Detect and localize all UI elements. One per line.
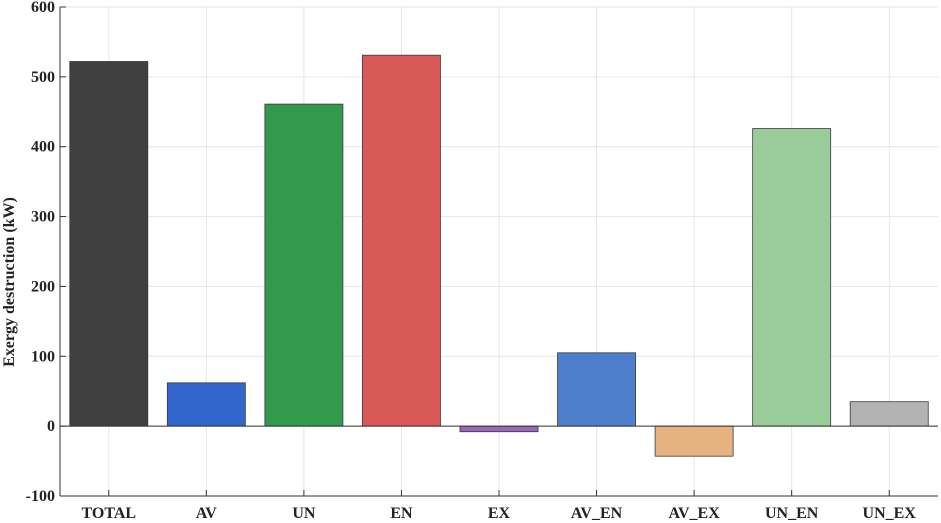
- y-tick-label: 600: [31, 0, 55, 16]
- bar-av-en: [557, 352, 636, 427]
- bar-un-en: [752, 128, 832, 427]
- bar-en: [362, 54, 441, 427]
- y-tick-label: 0: [47, 418, 55, 435]
- bar-ex: [459, 425, 539, 433]
- bar-total: [69, 61, 149, 427]
- x-tick-label: UN: [292, 505, 316, 522]
- y-tick-label: 200: [31, 278, 55, 295]
- bar-av-ex: [654, 425, 734, 457]
- x-tick-label: AV_EN: [571, 505, 623, 522]
- y-tick-label: 300: [31, 209, 55, 226]
- x-tick-label: EX: [488, 505, 511, 522]
- y-tick-label: 500: [31, 69, 55, 86]
- bar-av: [166, 382, 246, 427]
- y-axis-title: Exergy destruction (kW): [1, 197, 18, 367]
- x-tick-label: TOTAL: [82, 505, 137, 522]
- x-tick-labels: TOTAL AV UN EN EX AV_EN AV_EX UN_EN UN_EX: [82, 505, 917, 522]
- bar-un-ex: [849, 401, 929, 427]
- axes: [59, 6, 938, 497]
- x-tick-label: UN_EN: [765, 505, 819, 522]
- bars: [69, 54, 929, 457]
- x-tick-label: AV_EX: [668, 505, 720, 522]
- x-tick-label: EN: [390, 505, 413, 522]
- y-tick-label: -100: [26, 488, 55, 505]
- bar-un: [264, 103, 344, 427]
- x-tick-label: UN_EX: [863, 505, 917, 522]
- x-tick-label: AV: [196, 505, 217, 522]
- y-tick-label: 100: [31, 348, 55, 365]
- y-tick-labels: -100 0 100 200 300 400 500 600: [26, 0, 55, 505]
- y-tick-label: 400: [31, 139, 55, 156]
